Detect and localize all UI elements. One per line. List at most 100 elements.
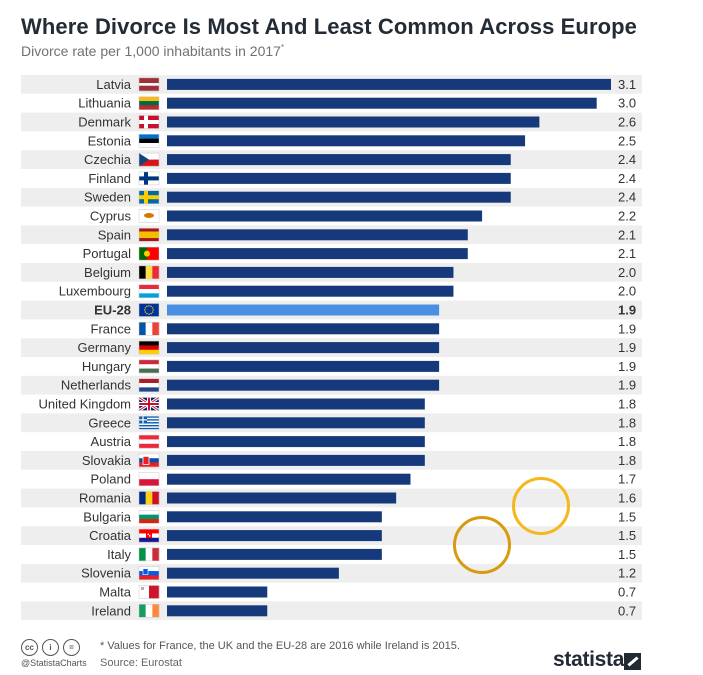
bar-row: Austria 1.8 bbox=[91, 434, 637, 449]
bar-row: Poland 1.7 bbox=[91, 472, 637, 487]
category-label: Czechia bbox=[84, 152, 132, 167]
bar[interactable] bbox=[167, 97, 597, 109]
bar[interactable] bbox=[167, 154, 511, 166]
estonia-flag-icon bbox=[138, 134, 160, 148]
bar[interactable] bbox=[167, 567, 339, 579]
bar[interactable] bbox=[167, 304, 440, 316]
twitter-handle[interactable]: @StatistaCharts bbox=[21, 658, 87, 668]
croatia-flag-icon bbox=[138, 528, 160, 543]
bar[interactable] bbox=[167, 323, 440, 335]
luxembourg-flag-icon bbox=[138, 284, 160, 298]
bar[interactable] bbox=[167, 116, 540, 128]
category-label: United Kingdom bbox=[39, 397, 132, 412]
bar-row: Luxembourg 2.0 bbox=[59, 284, 636, 299]
hungary-flag-icon bbox=[138, 359, 160, 374]
slovakia-flag-icon bbox=[138, 453, 160, 468]
uk-flag-icon bbox=[138, 396, 160, 412]
category-label: Latvia bbox=[96, 77, 131, 92]
category-label: Ireland bbox=[91, 603, 131, 618]
no-derivatives-icon[interactable]: = bbox=[63, 639, 80, 656]
bar-row: Greece 1.8 bbox=[21, 413, 642, 433]
slovenia-flag-icon bbox=[138, 566, 160, 580]
value-label: 0.7 bbox=[618, 603, 636, 618]
footnote: * Values for France, the UK and the EU-2… bbox=[100, 640, 460, 652]
statista-logo-mark bbox=[624, 653, 641, 670]
italy-flag-icon bbox=[138, 547, 160, 562]
attribution-icon[interactable]: i bbox=[42, 639, 59, 656]
bar[interactable] bbox=[167, 379, 440, 391]
value-label: 1.6 bbox=[618, 491, 636, 506]
bar[interactable] bbox=[167, 78, 611, 90]
category-label: EU-28 bbox=[94, 303, 131, 318]
bar[interactable] bbox=[167, 135, 526, 147]
bar[interactable] bbox=[167, 360, 440, 372]
category-label: France bbox=[91, 321, 131, 336]
bar[interactable] bbox=[167, 417, 425, 429]
bar-row: Finland 2.4 bbox=[88, 171, 636, 186]
statista-logo[interactable]: statista bbox=[553, 648, 625, 671]
chart-title: Where Divorce Is Most And Least Common A… bbox=[21, 14, 638, 39]
category-label: Denmark bbox=[78, 115, 131, 130]
bar-row: EU-28 1.9 bbox=[21, 300, 642, 320]
value-label: 1.7 bbox=[618, 472, 636, 487]
value-label: 1.8 bbox=[618, 453, 636, 468]
bar-row: Latvia 3.1 bbox=[21, 75, 642, 94]
chart-subtitle: Divorce rate per 1,000 inhabitants in 20… bbox=[21, 43, 284, 59]
value-label: 1.2 bbox=[618, 566, 636, 581]
bar[interactable] bbox=[167, 229, 468, 241]
bar[interactable] bbox=[167, 342, 440, 354]
bar[interactable] bbox=[167, 210, 483, 222]
portugal-flag-icon bbox=[138, 246, 160, 261]
value-label: 2.5 bbox=[618, 133, 636, 148]
bar[interactable] bbox=[167, 548, 382, 560]
netherlands-flag-icon bbox=[138, 378, 160, 392]
category-label: Croatia bbox=[89, 528, 132, 543]
category-label: Greece bbox=[88, 415, 131, 430]
bulgaria-flag-icon bbox=[138, 510, 160, 524]
bar[interactable] bbox=[167, 586, 268, 598]
cc-license-icon[interactable]: cc bbox=[21, 639, 38, 656]
highlight-circle bbox=[512, 477, 570, 535]
value-label: 3.0 bbox=[618, 96, 636, 111]
bar-row: Cyprus 2.2 bbox=[90, 209, 636, 224]
value-label: 1.8 bbox=[618, 397, 636, 412]
bar-row: Malta 0.7 bbox=[99, 585, 636, 600]
bar[interactable] bbox=[167, 248, 468, 260]
category-label: Sweden bbox=[84, 190, 131, 205]
value-label: 1.9 bbox=[618, 340, 636, 355]
value-label: 1.9 bbox=[618, 359, 636, 374]
bar[interactable] bbox=[167, 266, 454, 278]
bar[interactable] bbox=[167, 398, 425, 410]
germany-flag-icon bbox=[138, 340, 160, 355]
value-label: 2.1 bbox=[618, 227, 636, 242]
bar-row: Italy 1.5 bbox=[107, 547, 636, 562]
bar[interactable] bbox=[167, 530, 382, 542]
bar[interactable] bbox=[167, 473, 411, 485]
finland-flag-icon bbox=[138, 171, 160, 186]
bar-row: Slovakia 1.8 bbox=[21, 451, 642, 470]
value-label: 1.8 bbox=[618, 434, 636, 449]
bar[interactable] bbox=[167, 436, 425, 448]
category-label: Spain bbox=[98, 227, 131, 242]
cyprus-flag-icon bbox=[138, 209, 160, 223]
value-label: 0.7 bbox=[618, 585, 636, 600]
bar-row: Netherlands 1.9 bbox=[21, 375, 642, 395]
malta-flag-icon bbox=[138, 585, 160, 599]
bar[interactable] bbox=[167, 191, 511, 203]
source-note: Source: Eurostat bbox=[100, 657, 182, 669]
value-label: 1.8 bbox=[618, 415, 636, 430]
category-label: Lithuania bbox=[78, 96, 132, 111]
bar[interactable] bbox=[167, 172, 511, 184]
bar[interactable] bbox=[167, 454, 425, 466]
bar[interactable] bbox=[167, 605, 268, 617]
bar[interactable] bbox=[167, 492, 397, 504]
denmark-flag-icon bbox=[138, 115, 160, 129]
category-label: Portugal bbox=[83, 246, 132, 261]
belgium-flag-icon bbox=[138, 265, 160, 280]
chart-card bbox=[0, 0, 660, 675]
bar[interactable] bbox=[167, 285, 454, 297]
bar[interactable] bbox=[167, 511, 382, 523]
subtitle-text: Divorce rate per 1,000 inhabitants in 20… bbox=[21, 43, 281, 59]
category-label: Slovakia bbox=[82, 453, 132, 468]
bar-row: Denmark 2.6 bbox=[21, 112, 642, 132]
